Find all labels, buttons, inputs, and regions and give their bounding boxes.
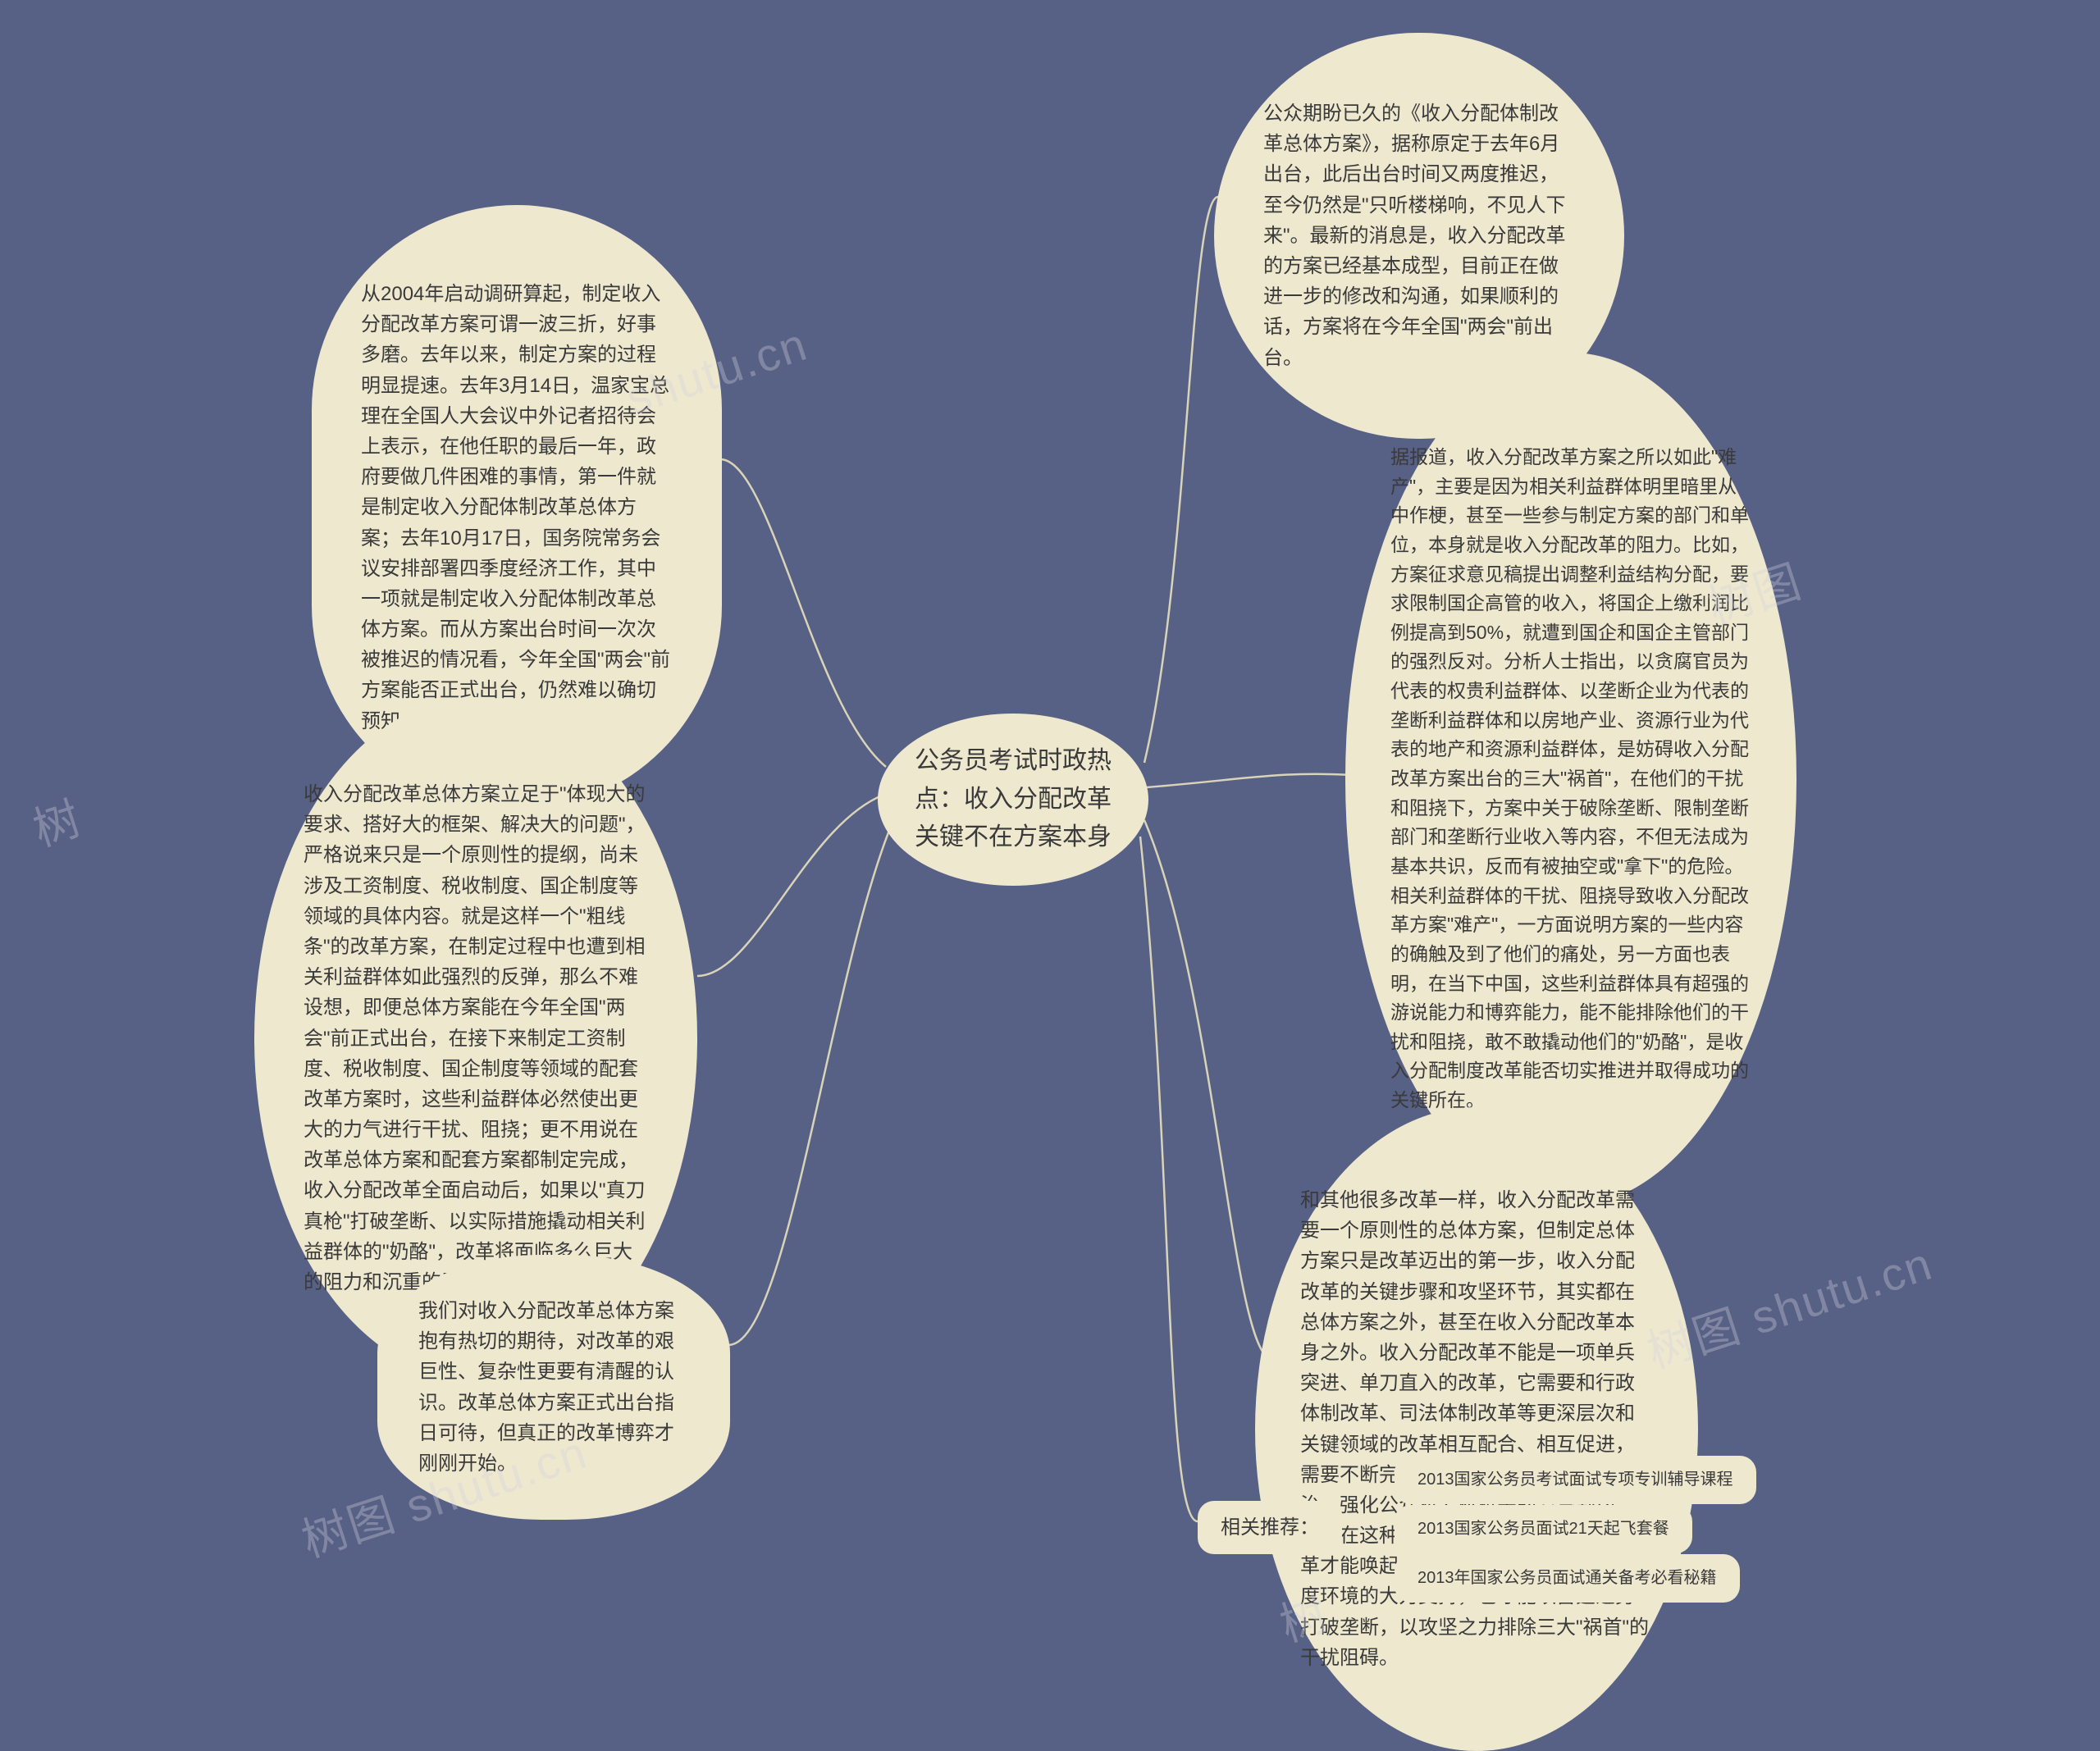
left-node-1-text: 从2004年启动调研算起，制定收入分配改革方案可谓一波三折，好事多磨。去年以来，… [361,283,670,732]
connector [1140,837,1198,1521]
related-link-2-text: 2013国家公务员面试21天起飞套餐 [1418,1520,1669,1538]
connector [1144,820,1267,1357]
left-node-2-text: 收入分配改革总体方案立足于"体现大的要求、搭好大的框架、解决大的问题"，严格说来… [304,783,646,1293]
related-link-1-text: 2013国家公务员考试面试专项专训辅导课程 [1418,1471,1733,1489]
connector [1147,774,1354,787]
left-node-3[interactable]: 我们对收入分配改革总体方案抱有热切的期待，对改革的艰巨性、复杂性更要有清醒的认识… [377,1255,730,1520]
related-link-1[interactable]: 2013国家公务员考试面试专项专训辅导课程 [1395,1456,1756,1504]
center-topic[interactable]: 公务员考试时政热点：收入分配改革关键不在方案本身 [878,714,1148,886]
right-node-4[interactable]: 相关推荐： [1198,1501,1342,1554]
left-node-3-text: 我们对收入分配改革总体方案抱有热切的期待，对改革的艰巨性、复杂性更要有清醒的认识… [418,1300,674,1475]
connector [697,796,882,976]
right-node-1-text: 公众期盼已久的《收入分配体制改革总体方案》，据称原定于去年6月出台，此后出台时间… [1263,103,1566,369]
related-link-3-text: 2013年国家公务员面试通关备考必看秘籍 [1418,1569,1717,1587]
connector [720,459,886,767]
right-node-3[interactable]: 和其他很多改革一样，收入分配改革需要一个原则性的总体方案，但制定总体方案只是改革… [1255,1107,1698,1751]
center-topic-text: 公务员考试时政热点：收入分配改革关键不在方案本身 [911,742,1116,857]
right-node-2-text: 据报道，收入分配改革方案之所以如此"难产"，主要是因为相关利益群体明里暗里从中作… [1390,446,1749,1110]
connector [1144,197,1218,763]
related-link-3[interactable]: 2013年国家公务员面试通关备考必看秘籍 [1395,1554,1740,1603]
related-link-2[interactable]: 2013国家公务员面试21天起飞套餐 [1395,1505,1692,1553]
watermark: 树 [24,782,89,860]
right-node-4-text: 相关推荐： [1221,1516,1319,1539]
right-node-2[interactable]: 据报道，收入分配改革方案之所以如此"难产"，主要是因为相关利益群体明里暗里从中作… [1345,353,1796,1206]
connector [728,828,890,1345]
